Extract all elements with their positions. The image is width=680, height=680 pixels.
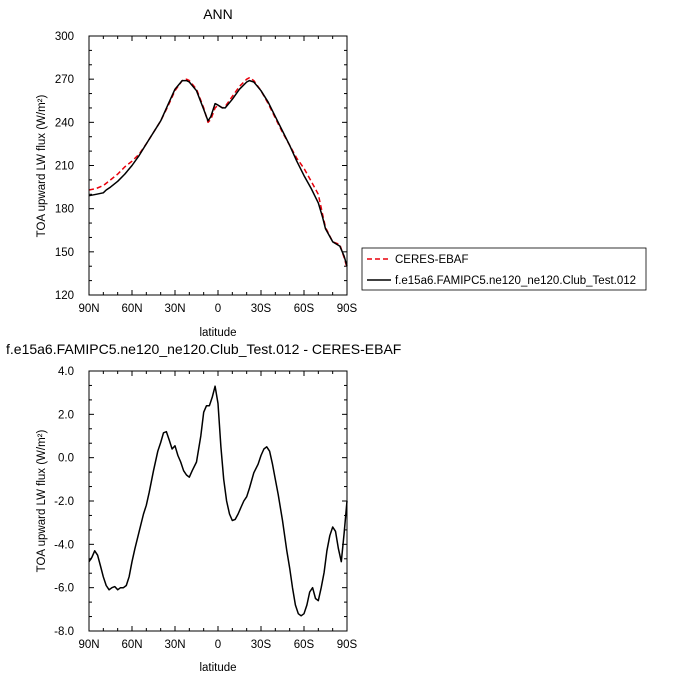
x-tick-label: 60S [294,639,315,651]
x-tick-label: 90N [78,303,99,315]
y-tick-label: 150 [55,247,74,259]
y-tick-label: 120 [55,290,74,302]
y-tick-label: -4.0 [54,539,74,551]
flux-chart: ANN 90N 60N 30N 0 30S 60S 90S 120 150 180 210 240 2… [36,6,358,339]
tick-marks [88,35,348,296]
x-tick-label: 60S [294,303,315,315]
x-tick-label: 90N [78,639,99,651]
x-tick-label: 90S [337,303,358,315]
y-tick-label: 300 [55,31,74,43]
x-tick-label: 60N [121,639,142,651]
y-tick-labels: 120 150 180 210 240 270 300 [55,31,74,302]
series-line-ceres [88,76,348,268]
x-tick-label: 60N [121,303,142,315]
x-tick-label: 0 [215,639,221,651]
y-axis-label: TOA upward LW flux (W/m²) [36,94,48,237]
x-axis-label: latitude [199,327,236,339]
x-tick-labels: 90N 60N 30N 0 30S 60S 90S [78,639,357,651]
chart-title: ANN [203,6,233,22]
y-tick-label: 4.0 [58,366,74,378]
series-lines [88,385,348,617]
x-tick-label: 0 [215,303,221,315]
plot-frame [88,370,348,632]
x-axis-label: latitude [199,662,236,674]
y-tick-label: 2.0 [58,409,74,421]
y-tick-label: 0.0 [58,453,74,465]
y-tick-label: -8.0 [54,626,74,638]
difference-chart: f.e15a6.FAMIPC5.ne120_ne120.Club_Test.01… [6,341,401,674]
legend-label-ceres: CERES-EBAF [395,254,469,266]
series-line-difference [88,385,348,617]
x-tick-label: 30S [251,303,272,315]
x-tick-label: 30N [164,303,185,315]
legend: CERES-EBAF f.e15a6.FAMIPC5.ne120_ne120.C… [361,247,647,291]
legend-box [361,247,647,291]
y-tick-label: 270 [55,74,74,86]
y-tick-label: 210 [55,161,74,173]
y-tick-label: -6.0 [54,583,74,595]
legend-label-model: f.e15a6.FAMIPC5.ne120_ne120.Club_Test.01… [395,275,636,287]
x-tick-labels: 90N 60N 30N 0 30S 60S 90S [78,303,357,315]
plot-frame [88,35,348,296]
x-tick-label: 30N [164,639,185,651]
y-tick-label: -2.0 [54,496,74,508]
series-line-model [88,79,348,267]
y-tick-labels: -8.0 -6.0 -4.0 -2.0 0.0 2.0 4.0 [54,366,74,638]
x-tick-label: 90S [337,639,358,651]
x-tick-label: 30S [251,639,272,651]
series-lines [88,76,348,268]
y-tick-label: 180 [55,204,74,216]
difference-chart-title: f.e15a6.FAMIPC5.ne120_ne120.Club_Test.01… [6,341,401,357]
y-axis-label: TOA upward LW flux (W/m²) [36,429,48,572]
y-tick-label: 240 [55,117,74,129]
